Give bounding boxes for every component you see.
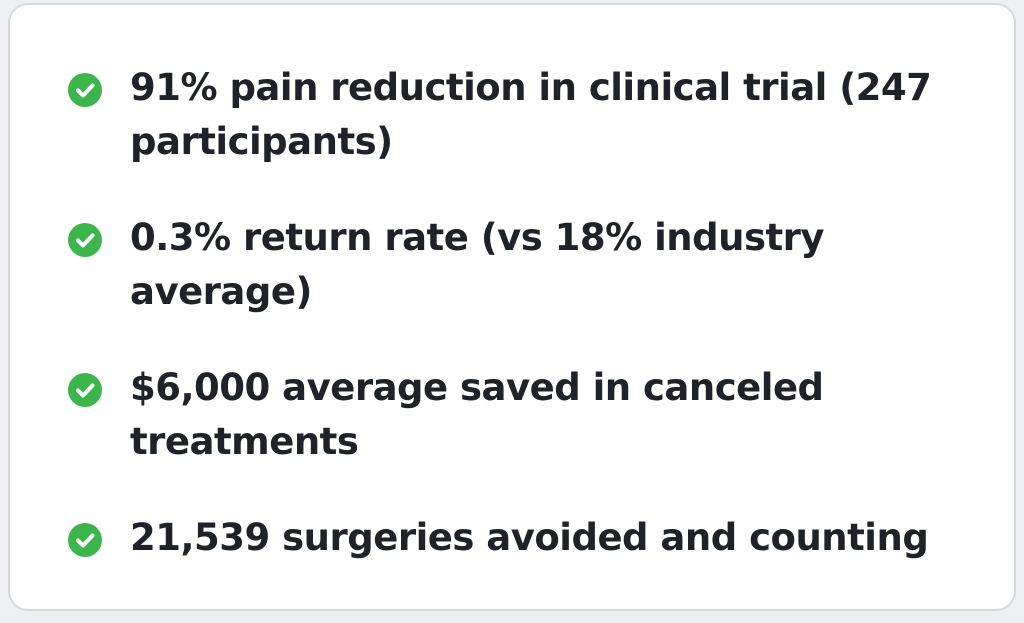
benefit-text: $6,000 average saved in canceled treatme… (130, 366, 824, 463)
benefit-item: 0.3% return rate (vs 18% industry averag… (68, 211, 988, 319)
benefit-item: 21,539 surgeries avoided and counting (68, 511, 988, 565)
benefit-text: 21,539 surgeries avoided and counting (130, 516, 929, 559)
benefit-text: 0.3% return rate (vs 18% industry averag… (130, 216, 825, 313)
check-icon (68, 523, 102, 557)
check-icon (68, 223, 102, 257)
benefit-text: 91% pain reduction in clinical trial (24… (130, 66, 932, 163)
benefit-item: 91% pain reduction in clinical trial (24… (68, 61, 988, 169)
benefits-list: 91% pain reduction in clinical trial (24… (68, 61, 988, 607)
check-icon (68, 373, 102, 407)
check-icon (68, 73, 102, 107)
benefit-item: $6,000 average saved in canceled treatme… (68, 361, 988, 469)
benefits-card: 91% pain reduction in clinical trial (24… (8, 3, 1016, 611)
